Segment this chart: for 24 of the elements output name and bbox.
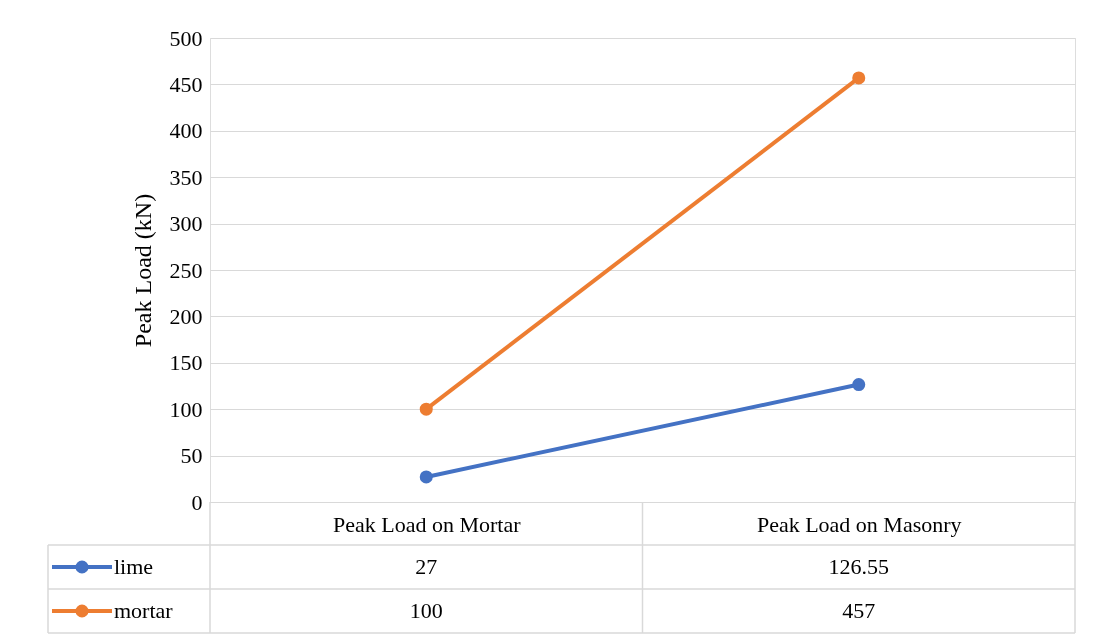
y-tick-label: 350 xyxy=(169,164,203,190)
y-tick-label: 300 xyxy=(169,211,203,237)
point xyxy=(419,402,433,416)
point xyxy=(852,378,866,392)
y-tick-label: 100 xyxy=(169,396,203,422)
data-label: 126.55 xyxy=(828,554,889,579)
legend-label: lime xyxy=(114,554,154,579)
point xyxy=(419,470,433,484)
data-label: 100 xyxy=(409,598,443,623)
point xyxy=(852,71,866,85)
y-tick-label: 150 xyxy=(169,350,203,376)
data-label: 27 xyxy=(415,554,438,579)
y-tick-label: 200 xyxy=(169,303,203,329)
y-tick-label: 250 xyxy=(169,257,203,283)
y-tick-label: 50 xyxy=(180,443,203,469)
data-label: 457 xyxy=(842,598,876,623)
y-tick-label: 0 xyxy=(191,489,203,515)
y-axis-title: Peak Load (kN) xyxy=(129,193,156,348)
y-tick-label: 400 xyxy=(169,118,203,144)
legend-label: mortar xyxy=(114,598,174,623)
x-tick-label: Peak Load on Mortar xyxy=(332,511,522,537)
x-tick-label: Peak Load on Masonry xyxy=(756,511,962,537)
y-tick-label: 500 xyxy=(169,25,203,51)
y-tick-label: 450 xyxy=(169,71,203,97)
